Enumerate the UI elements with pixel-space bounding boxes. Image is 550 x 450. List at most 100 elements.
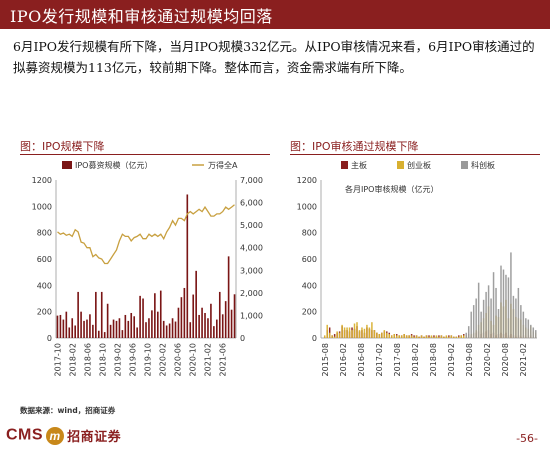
- x-tick-label: 2015-08: [321, 343, 330, 376]
- x-tick-label: 2020-10: [189, 343, 198, 376]
- x-tick-label: 2020-06: [174, 343, 183, 376]
- ipo-bar: [112, 319, 115, 338]
- legend-label-1: 创业板: [407, 160, 431, 170]
- summary-paragraph: 6月IPO发行规模有所下降，当月IPO规模332亿元。从IPO审核情况来看，6月…: [13, 39, 535, 75]
- x-tick-label: 2017-02: [375, 343, 384, 376]
- bar-创业板: [463, 335, 465, 338]
- page-number: -56-: [516, 432, 538, 445]
- bar-创业板: [371, 322, 373, 338]
- cms-logo: CMS m 招商证券: [6, 426, 121, 445]
- y-tick: 400: [302, 281, 317, 290]
- bar-科创板: [467, 326, 470, 338]
- legend-swatch-2: [461, 161, 468, 169]
- bar-创业板: [388, 334, 391, 338]
- brand-text: CMS: [6, 426, 44, 444]
- y-tick-right: 4,000: [240, 244, 263, 253]
- bar-创业板: [413, 336, 415, 338]
- ipo-bar: [136, 327, 138, 338]
- x-tick-label: 2018-02: [411, 343, 420, 376]
- x-tick-label: 2021-06: [219, 343, 228, 376]
- bar-创业板: [391, 335, 393, 338]
- ipo-bar: [201, 307, 203, 338]
- bar-科创板: [470, 311, 472, 338]
- bar-创业板: [443, 336, 445, 338]
- legend-label-wande: 万得全A: [208, 160, 238, 170]
- bar-科创板: [527, 319, 530, 338]
- x-tick-label: 2017-08: [393, 343, 402, 376]
- bar-创业板: [378, 334, 381, 338]
- ipo-bar: [210, 303, 212, 338]
- bar-创业板: [326, 324, 328, 338]
- ipo-bar: [216, 319, 218, 338]
- y-tick-right: 5,000: [240, 221, 263, 230]
- y-tick-left: 600: [37, 255, 52, 264]
- bar-创业板: [393, 334, 395, 338]
- bar-创业板: [405, 335, 408, 338]
- bar-创业板: [433, 336, 435, 338]
- bar-创业板: [376, 332, 378, 338]
- legend-label-ipo: IPO募资规模（亿元）: [75, 160, 152, 170]
- ipo-bar: [233, 294, 236, 338]
- ipo-bar: [180, 297, 183, 338]
- bar-创业板: [445, 335, 448, 338]
- bar-创业板: [343, 327, 346, 338]
- x-tick-label: 2021-02: [519, 343, 528, 376]
- y-tick-left: 0: [47, 334, 52, 343]
- ipo-bar: [221, 314, 224, 338]
- bar-创业板: [423, 336, 425, 338]
- bar-创业板: [455, 336, 458, 338]
- x-tick-label: 2018-02: [69, 343, 78, 376]
- bar-科创板: [535, 330, 537, 338]
- ipo-bar: [97, 330, 100, 338]
- x-tick-label: 2020-02: [483, 343, 492, 376]
- bar-创业板: [358, 330, 361, 338]
- ipo-bar: [154, 293, 156, 338]
- ipo-bar: [103, 332, 106, 338]
- ipo-bar: [59, 314, 62, 338]
- bar-科创板: [490, 298, 492, 338]
- right-panel-title: 图：IPO审核通过规模下降: [290, 140, 419, 153]
- x-tick-label: 2017-10: [54, 343, 63, 376]
- bar-创业板: [460, 335, 463, 338]
- bar-创业板: [395, 335, 398, 338]
- y-tick-left: 800: [37, 229, 52, 238]
- ipo-bar: [130, 312, 133, 338]
- ipo-bar: [174, 321, 177, 338]
- bar-科创板: [497, 309, 500, 338]
- page-title: IPO发行规模和审核通过规模均回落: [10, 7, 273, 26]
- ipo-bar: [83, 320, 85, 338]
- y-tick: 0: [312, 334, 317, 343]
- x-tick-label: 2018-10: [99, 343, 108, 376]
- bar-创业板: [448, 336, 450, 338]
- ipo-bar: [207, 318, 209, 338]
- bar-科创板: [477, 282, 480, 338]
- ipo-bar: [74, 325, 76, 338]
- x-tick-label: 2019-02: [114, 343, 123, 376]
- ipo-bar: [204, 312, 206, 338]
- bar-科创板: [482, 299, 485, 338]
- ipo-bar: [151, 310, 153, 338]
- legend-swatch-0: [341, 161, 348, 169]
- bar-创业板: [438, 336, 440, 338]
- bar-创业板: [381, 332, 383, 338]
- bar-科创板: [485, 291, 487, 338]
- bar-创业板: [415, 335, 418, 338]
- ipo-bar: [62, 319, 65, 338]
- ipo-bar: [198, 314, 200, 338]
- x-tick-label: 2020-08: [501, 343, 510, 376]
- bar-创业板: [366, 324, 368, 338]
- y-tick: 1000: [297, 202, 317, 211]
- ipo-bar: [142, 298, 144, 338]
- bar-科创板: [465, 332, 467, 338]
- bar-科创板: [515, 298, 517, 338]
- bar-科创板: [472, 305, 475, 338]
- title-bar: IPO发行规模和审核通过规模均回落: [0, 0, 550, 29]
- bar-科创板: [522, 311, 525, 338]
- ipo-bar: [156, 311, 159, 338]
- ipo-bar: [124, 314, 127, 338]
- ipo-bar: [95, 291, 97, 338]
- ipo-bar: [68, 327, 71, 338]
- bar-科创板: [520, 305, 522, 338]
- ipo-bar: [213, 326, 215, 338]
- y-tick-right: 2,000: [240, 289, 263, 298]
